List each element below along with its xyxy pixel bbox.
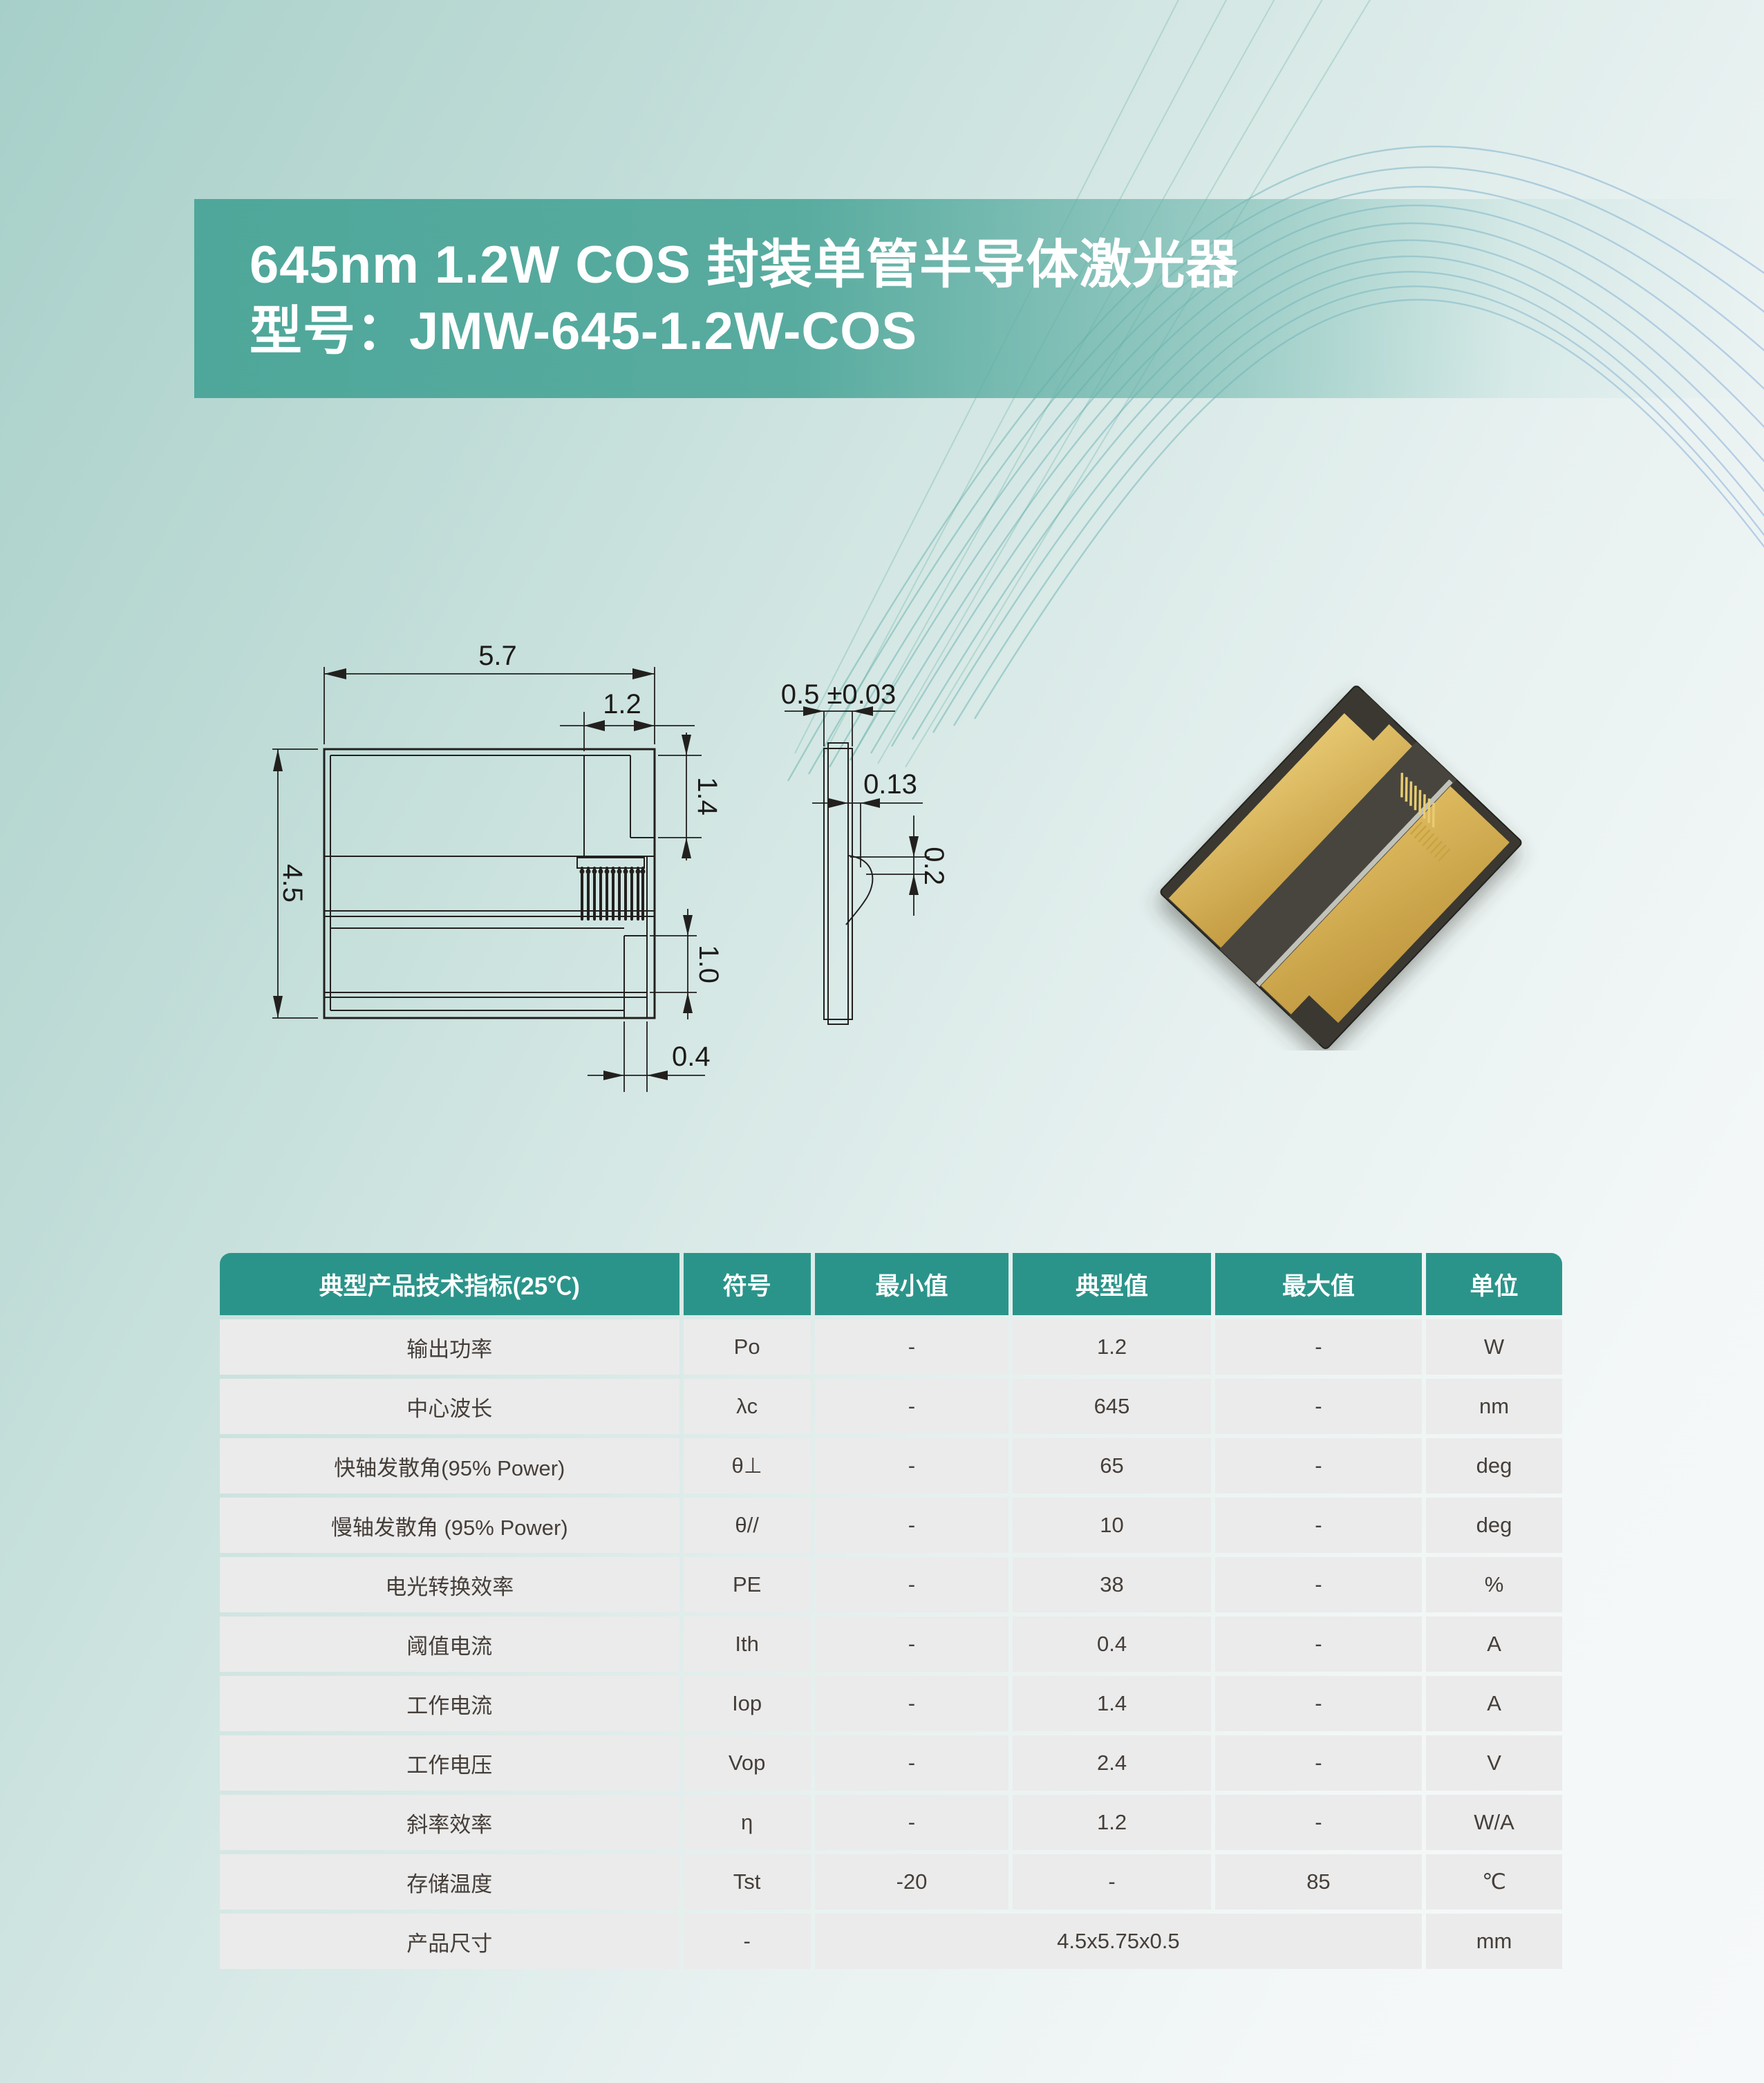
cell-unit: A (1426, 1676, 1562, 1731)
cell-symbol: PE (683, 1557, 811, 1612)
cell-parameter: 工作电流 (220, 1676, 679, 1731)
cell-unit: deg (1426, 1498, 1562, 1553)
dim-label-pad-width: 1.2 (603, 689, 641, 719)
cell-min: - (814, 1795, 1009, 1850)
dim-label-layer: 0.13 (863, 769, 917, 800)
cell-symbol: θ// (683, 1498, 811, 1553)
cell-unit: W (1426, 1319, 1562, 1375)
cell-min: - (814, 1557, 1009, 1612)
bond-wires (1400, 773, 1435, 828)
cell-symbol: - (683, 1914, 811, 1969)
spec-table: 典型产品技术指标(25℃) 符号 最小值 典型值 最大值 单位 输出功率 Po … (220, 1253, 1562, 1969)
cell-max: - (1214, 1735, 1423, 1791)
side-view: 0.5 ±0.03 0.13 0.2 (781, 679, 949, 1025)
cell-unit: nm (1426, 1379, 1562, 1434)
cell-unit: A (1426, 1617, 1562, 1672)
cell-symbol: Po (683, 1319, 811, 1375)
dimension-drawing: 5.7 1.2 1.4 4.5 1.0 (272, 641, 949, 1092)
title-banner: 645nm 1.2W COS 封装单管半导体激光器 型号：JMW-645-1.2… (194, 199, 1764, 398)
cell-typ: 0.4 (1013, 1617, 1211, 1672)
header-cell-parameter: 典型产品技术指标(25℃) (220, 1253, 679, 1315)
cell-unit: W/A (1426, 1795, 1562, 1850)
cell-max: - (1214, 1557, 1423, 1612)
cell-symbol: Ith (683, 1617, 811, 1672)
cell-max: - (1214, 1379, 1423, 1434)
dim-label-step-height: 1.0 (693, 945, 724, 983)
header-cell-typ: 典型值 (1013, 1253, 1211, 1315)
bond-feet (1409, 821, 1451, 862)
cell-parameter: 产品尺寸 (220, 1914, 679, 1969)
cell-dimensions-merged: 4.5x5.75x0.5 (814, 1914, 1423, 1969)
header-cell-unit: 单位 (1426, 1253, 1562, 1315)
cell-max: - (1214, 1617, 1423, 1672)
cell-min: - (814, 1319, 1009, 1375)
cell-typ: 2.4 (1013, 1735, 1211, 1791)
cell-symbol: η (683, 1795, 811, 1850)
cell-parameter: 慢轴发散角 (95% Power) (220, 1498, 679, 1553)
chip-on-submount (1160, 686, 1522, 1049)
cell-typ: 645 (1013, 1379, 1211, 1434)
cell-min: - (814, 1735, 1009, 1791)
cell-unit: V (1426, 1735, 1562, 1791)
dim-label-step-width: 0.4 (672, 1042, 711, 1072)
cell-parameter: 电光转换效率 (220, 1557, 679, 1612)
header-cell-max: 最大值 (1214, 1253, 1423, 1315)
dim-label-total-height: 4.5 (277, 864, 308, 903)
header-cell-symbol: 符号 (683, 1253, 811, 1315)
cell-min: - (814, 1617, 1009, 1672)
cell-typ: 38 (1013, 1557, 1211, 1612)
cell-min: - (814, 1379, 1009, 1434)
dim-label-total-width: 5.7 (478, 641, 517, 671)
cell-symbol: θ⊥ (683, 1438, 811, 1493)
cell-unit: % (1426, 1557, 1562, 1612)
cell-min: - (814, 1498, 1009, 1553)
product-title: 645nm 1.2W COS 封装单管半导体激光器 (250, 236, 1239, 294)
cell-typ: 1.2 (1013, 1319, 1211, 1375)
cell-min: - (814, 1676, 1009, 1731)
dim-label-notch-depth: 1.4 (692, 777, 722, 816)
cell-parameter: 工作电压 (220, 1735, 679, 1791)
cell-max: - (1214, 1319, 1423, 1375)
cell-max: 85 (1214, 1854, 1423, 1910)
cell-min: - (814, 1438, 1009, 1493)
cell-parameter: 快轴发散角(95% Power) (220, 1438, 679, 1493)
header-cell-min: 最小值 (814, 1253, 1009, 1315)
cell-max: - (1214, 1795, 1423, 1850)
wirebond-comb (579, 867, 646, 921)
cell-symbol: Vop (683, 1735, 811, 1791)
cell-max: - (1214, 1498, 1423, 1553)
cell-symbol: Tst (683, 1854, 811, 1910)
dim-label-thickness: 0.5 ±0.03 (781, 679, 897, 710)
cell-unit: deg (1426, 1438, 1562, 1493)
cell-parameter: 斜率效率 (220, 1795, 679, 1850)
cell-typ: 65 (1013, 1438, 1211, 1493)
product-model: 型号：JMW-645-1.2W-COS (250, 302, 918, 361)
cell-typ: 1.4 (1013, 1676, 1211, 1731)
cell-parameter: 存储温度 (220, 1854, 679, 1910)
cell-symbol: λc (683, 1379, 811, 1434)
cell-symbol: Iop (683, 1676, 811, 1731)
cell-unit: mm (1426, 1914, 1562, 1969)
cell-parameter: 阈值电流 (220, 1617, 679, 1672)
dim-label-wire-height: 0.2 (919, 847, 949, 885)
cell-unit: ℃ (1426, 1854, 1562, 1910)
cell-max: - (1214, 1676, 1423, 1731)
cell-typ: 10 (1013, 1498, 1211, 1553)
cell-parameter: 输出功率 (220, 1319, 679, 1375)
front-view: 5.7 1.2 1.4 4.5 1.0 (272, 641, 724, 1092)
cell-typ: - (1013, 1854, 1211, 1910)
product-photo (1160, 686, 1522, 1049)
cell-min: -20 (814, 1854, 1009, 1910)
cell-parameter: 中心波长 (220, 1379, 679, 1434)
cell-max: - (1214, 1438, 1423, 1493)
cell-typ: 1.2 (1013, 1795, 1211, 1850)
